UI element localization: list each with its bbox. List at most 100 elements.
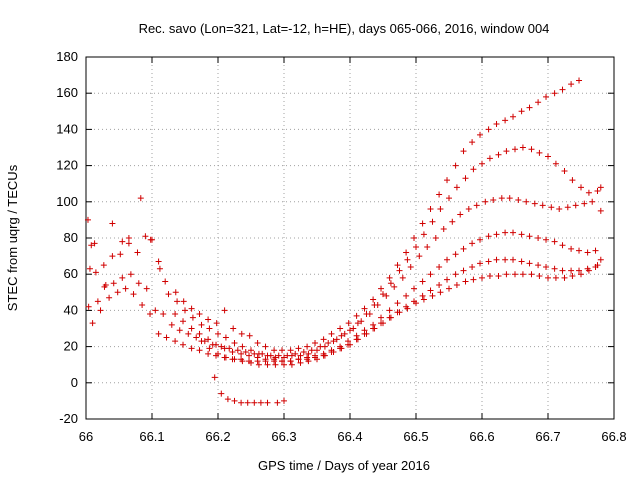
data-point <box>149 236 155 243</box>
data-point <box>493 120 500 127</box>
data-point <box>224 396 231 403</box>
data-point <box>502 229 509 236</box>
data-point <box>255 361 262 368</box>
data-point <box>568 245 575 252</box>
data-point <box>568 267 575 274</box>
data-point <box>239 343 246 350</box>
data-point <box>100 262 107 269</box>
data-point <box>354 320 361 327</box>
x-tick-label: 66 <box>79 429 93 444</box>
data-point <box>248 347 254 354</box>
data-point <box>479 274 485 281</box>
series-arc-2 <box>86 144 601 361</box>
data-point <box>271 347 278 354</box>
series-arc-5 <box>172 256 604 365</box>
data-point <box>109 220 116 227</box>
data-point <box>436 282 443 289</box>
data-point <box>304 343 311 350</box>
data-point <box>452 162 459 169</box>
data-point <box>254 354 261 361</box>
data-point <box>506 195 513 202</box>
data-point <box>429 292 436 299</box>
data-point <box>503 148 510 155</box>
data-point <box>134 249 141 256</box>
data-point <box>404 305 411 312</box>
data-point <box>452 251 459 258</box>
data-point <box>165 291 172 298</box>
data-point <box>281 361 287 368</box>
data-point <box>535 262 542 269</box>
data-point <box>114 289 121 296</box>
data-point <box>180 318 187 325</box>
data-point <box>143 285 150 292</box>
data-point <box>597 256 604 263</box>
data-point <box>477 260 484 267</box>
data-point <box>155 330 162 337</box>
data-point <box>341 330 348 337</box>
data-point <box>394 262 401 269</box>
data-point <box>122 285 129 292</box>
data-point <box>485 126 492 133</box>
data-point <box>386 274 393 281</box>
data-point <box>231 339 238 346</box>
data-point <box>135 280 142 287</box>
data-point <box>460 245 467 252</box>
data-point <box>125 240 132 247</box>
data-point <box>584 249 591 256</box>
data-point <box>470 166 477 173</box>
data-point <box>531 200 538 207</box>
data-point <box>174 298 181 305</box>
data-point <box>330 338 337 345</box>
data-point <box>424 244 431 251</box>
data-point <box>594 187 601 194</box>
data-point <box>198 321 205 328</box>
data-point <box>279 347 286 354</box>
series-arc-4 <box>89 207 604 365</box>
data-point <box>413 300 419 307</box>
data-point <box>444 256 451 263</box>
data-point <box>403 249 410 256</box>
data-point <box>119 238 126 245</box>
data-point <box>437 289 444 296</box>
data-point <box>452 271 459 278</box>
x-tick-label: 66.6 <box>469 429 494 444</box>
data-point <box>589 198 596 205</box>
data-point <box>444 177 451 184</box>
data-point <box>229 349 236 356</box>
data-point <box>168 321 175 328</box>
data-point <box>198 338 205 345</box>
y-tick-label: 160 <box>56 85 78 100</box>
data-point <box>519 271 526 278</box>
data-point <box>446 285 452 292</box>
data-point <box>325 339 332 346</box>
data-point <box>242 349 249 356</box>
data-point <box>585 189 592 196</box>
data-point <box>139 301 146 308</box>
y-tick-label: 120 <box>56 158 78 173</box>
data-point <box>387 280 394 287</box>
data-point <box>551 238 558 245</box>
data-point <box>420 231 427 238</box>
data-point <box>264 361 271 368</box>
data-point <box>444 276 451 283</box>
data-point <box>502 256 509 263</box>
data-point <box>469 263 476 270</box>
data-point <box>238 330 245 337</box>
data-point <box>347 341 353 348</box>
data-point <box>469 139 476 146</box>
data-point <box>262 356 269 363</box>
data-point <box>288 361 295 368</box>
data-point <box>358 318 365 325</box>
data-point <box>206 345 213 352</box>
data-point <box>176 327 183 334</box>
data-point <box>519 144 526 151</box>
series-arc-3 <box>85 184 604 359</box>
data-point <box>297 359 304 366</box>
data-point <box>238 350 245 357</box>
data-point <box>477 131 484 138</box>
data-point <box>518 108 525 115</box>
data-point <box>295 356 302 363</box>
data-point <box>460 148 467 155</box>
data-point <box>86 265 93 272</box>
data-point <box>347 327 353 334</box>
